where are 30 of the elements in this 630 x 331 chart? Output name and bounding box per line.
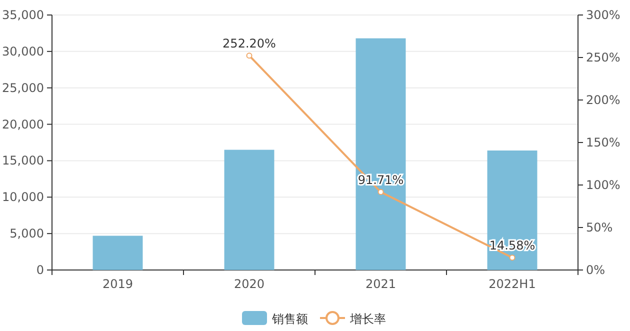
y-tick-label: 25,000 — [2, 80, 44, 95]
legend-label: 销售额 — [271, 312, 308, 326]
y2-tick-label: 200% — [586, 93, 620, 107]
bar — [224, 150, 274, 270]
x-tick-label: 2019 — [102, 277, 134, 291]
y2-tick-label: 150% — [586, 136, 620, 150]
data-label: 252.20% — [222, 36, 276, 51]
point — [378, 189, 384, 196]
y-tick-label: 30,000 — [2, 44, 44, 58]
x-tick-label: 2020 — [234, 277, 265, 291]
bar — [92, 236, 143, 270]
y2-tick-label: 50% — [586, 220, 613, 234]
point — [246, 52, 252, 59]
legend-label: 增长率 — [349, 312, 386, 326]
y2-tick-label: 100% — [586, 178, 620, 192]
y-tick-label: 5,000 — [10, 226, 44, 241]
bar — [356, 38, 406, 270]
data-label: 14.58% — [489, 238, 536, 253]
x-tick-label: 2022H1 — [488, 277, 536, 291]
x-tick-label: 2021 — [365, 277, 396, 291]
bar — [487, 150, 538, 270]
y-tick-label: 10,000 — [2, 190, 44, 204]
y-tick-label: 15,000 — [2, 154, 44, 168]
point — [509, 254, 516, 261]
y-tick-label: 35,000 — [2, 8, 44, 22]
y2-tick-label: 300% — [586, 8, 620, 22]
y-tick-label: 0 — [36, 263, 44, 277]
y2-tick-label: 250% — [586, 50, 620, 64]
y2-tick-label: 0% — [586, 263, 606, 277]
y-tick-label: 20,000 — [2, 117, 44, 132]
